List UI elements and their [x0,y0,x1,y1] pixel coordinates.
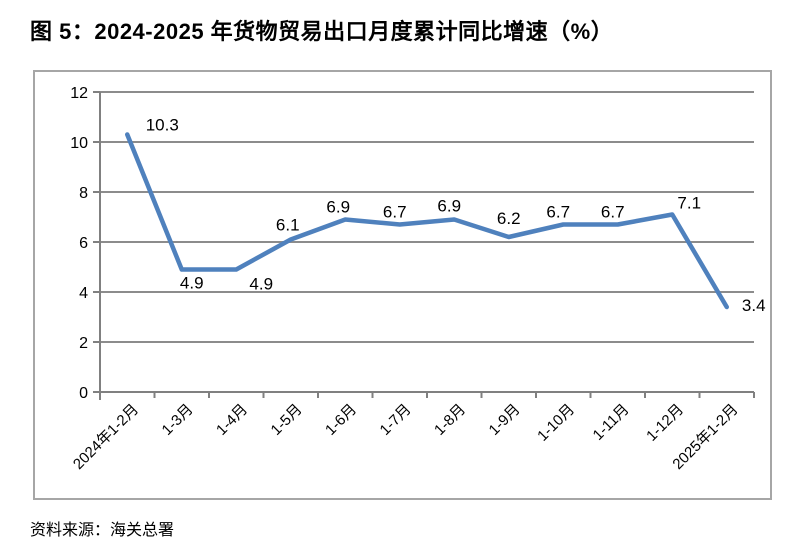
data-label: 6.7 [383,203,407,222]
x-axis-label: 1-8月 [431,401,469,439]
line-chart: 0 2 4 6 8 10 12 2024年1-2月 1-3月 1-4月 1-5月 1-6月 1-7月 1-… [33,70,772,500]
line-series [125,132,729,310]
data-label: 6.7 [601,203,625,222]
x-axis-label: 1-9月 [486,401,524,439]
y-axis-tick-label: 4 [79,285,88,302]
data-label: 6.2 [497,209,521,228]
y-axis-tick-label: 12 [70,85,88,102]
x-axis-label: 2024年1-2月 [70,401,142,473]
x-axis-label: 1-7月 [377,401,415,439]
x-axis-label: 1-10月 [534,401,578,445]
y-axis-tick-label: 0 [79,385,88,402]
data-label: 7.1 [677,194,701,213]
figure-title: 图 5：2024-2025 年货物贸易出口月度累计同比增速（%） [30,19,614,44]
x-axis-label: 1-12月 [643,401,687,445]
data-label: 4.9 [180,274,204,293]
x-axis-label: 1-11月 [590,401,633,444]
x-axis-label: 1-3月 [159,401,197,439]
source-note: 资料来源：海关总署 [30,522,175,539]
data-label: 6.9 [326,198,350,217]
chart-border [33,70,772,500]
y-axis-tick-label: 8 [79,185,88,202]
data-label: 6.9 [437,197,461,216]
x-axis-label: 1-5月 [268,401,306,439]
y-axis-tick-label: 6 [79,235,88,252]
x-axis-label: 1-6月 [322,401,360,439]
data-label: 6.1 [276,216,300,235]
y-axis-tick-label: 2 [79,335,88,352]
y-axis-tick-label: 10 [70,135,88,152]
data-label: 3.4 [742,296,766,315]
data-label: 6.7 [546,203,570,222]
chart-area: 0 2 4 6 8 10 12 2024年1-2月 1-3月 1-4月 1-5月 1-6月 1-7月 1-… [33,70,772,500]
data-label: 4.9 [249,275,273,294]
x-axis-label: 1-4月 [213,401,251,439]
data-label: 10.3 [146,116,179,135]
